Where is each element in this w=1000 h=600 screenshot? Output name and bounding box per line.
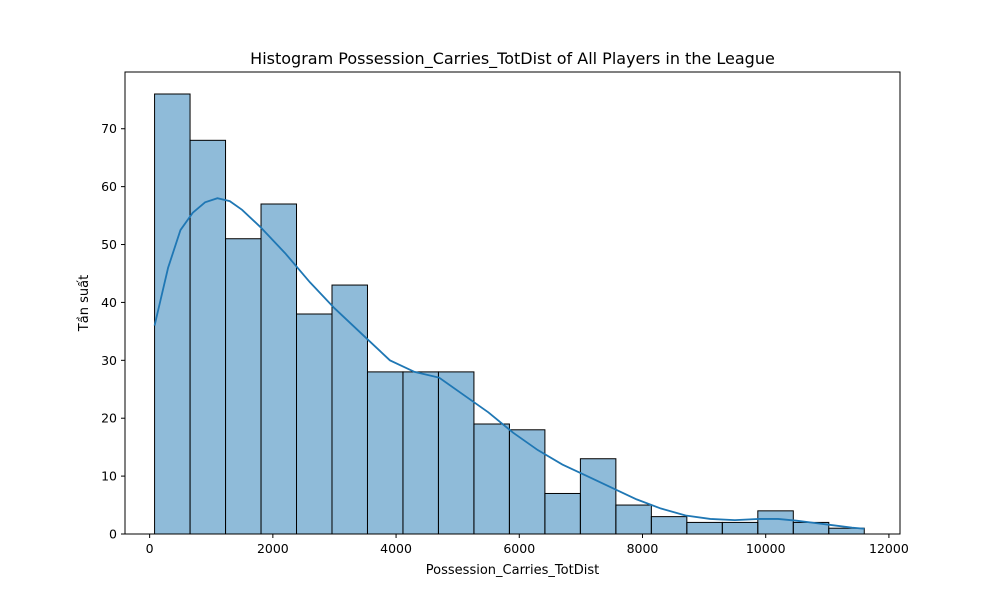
histogram-bar-5 <box>296 313 333 535</box>
x-tick-label-2000: 2000 <box>257 541 289 556</box>
x-tick-label-6000: 6000 <box>503 541 535 556</box>
y-tick-label-70: 70 <box>101 121 117 136</box>
kde-curve <box>153 197 865 530</box>
histogram-bar-12 <box>544 492 581 535</box>
y-tick-label-30: 30 <box>101 353 117 368</box>
x-tick-label-8000: 8000 <box>627 541 659 556</box>
histogram-bar-14 <box>615 504 652 535</box>
y-tick-label-40: 40 <box>101 295 117 310</box>
chart-title: Histogram Possession_Carries_TotDist of … <box>250 49 775 69</box>
y-tick-label-10: 10 <box>101 469 117 484</box>
y-tick-label-50: 50 <box>101 237 117 252</box>
x-axis-ticks: 0 2000 4000 6000 8000 10000 12000 <box>146 534 909 556</box>
histogram-bar-3 <box>225 238 262 535</box>
x-tick-label-0: 0 <box>146 541 154 556</box>
histogram-bar-17 <box>721 521 759 535</box>
histogram-bar-18 <box>757 510 794 535</box>
histogram-bar-1 <box>154 93 191 535</box>
histogram-bar-4 <box>260 203 298 535</box>
y-tick-label-60: 60 <box>101 179 117 194</box>
y-tick-label-20: 20 <box>101 411 117 426</box>
x-tick-label-10000: 10000 <box>746 541 786 556</box>
histogram-bar-16 <box>686 521 723 535</box>
y-axis-label: Tần suất <box>77 275 92 332</box>
plot-frame <box>124 71 901 535</box>
histogram-bar-9 <box>437 371 475 535</box>
histogram-bar-11 <box>508 429 546 535</box>
histogram-bar-6 <box>331 284 368 535</box>
histogram-bar-7 <box>366 371 404 535</box>
x-tick-label-12000: 12000 <box>869 541 909 556</box>
histogram-bar-2 <box>189 139 227 535</box>
histogram-bar-10 <box>473 423 510 535</box>
histogram-bar-13 <box>579 458 617 535</box>
x-tick-label-4000: 4000 <box>380 541 412 556</box>
histogram-bar-8 <box>402 371 439 535</box>
y-axis-ticks: 0 10 20 30 40 50 60 70 <box>101 121 125 542</box>
y-tick-label-0: 0 <box>109 527 117 542</box>
histogram-bar-15 <box>650 516 688 535</box>
x-axis-label: Possession_Carries_TotDist <box>426 563 599 578</box>
histogram-bars <box>154 93 865 535</box>
